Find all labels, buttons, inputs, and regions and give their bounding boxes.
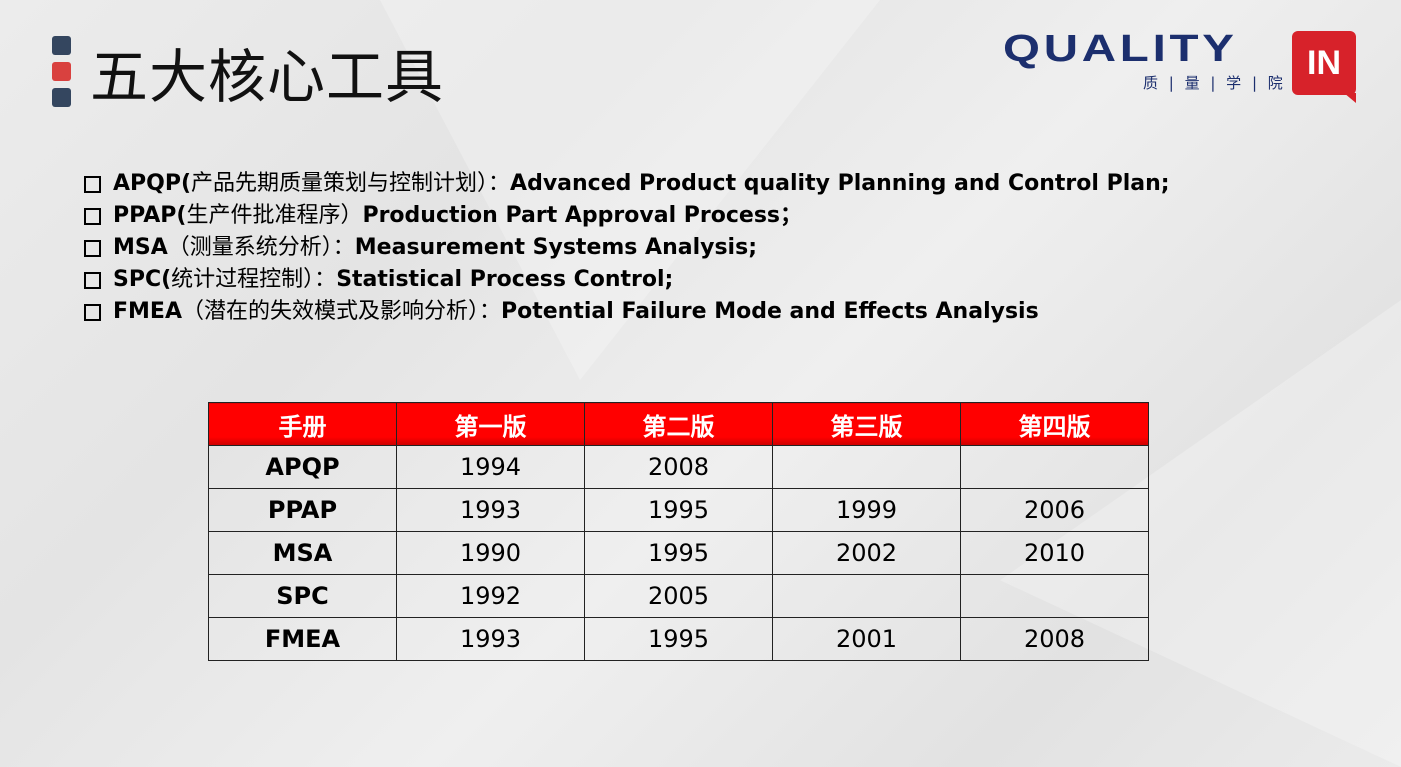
tool-list: APQP(产品先期质量策划与控制计划）： Advanced Product qua… — [84, 168, 1170, 328]
item-english: Advanced Product quality Planning and Co… — [510, 171, 1170, 196]
logo-badge: IN — [1292, 31, 1356, 103]
item-chinese: 生产件批准程序） — [186, 203, 363, 228]
column-header: 手册 — [208, 402, 397, 446]
checkbox-square-icon — [84, 175, 101, 193]
logo-subtitle: 质 | 量 | 学 | 院 — [1143, 74, 1286, 92]
item-chinese: 统计过程控制）： — [171, 267, 337, 292]
item-english: Potential Failure Mode and Effects Analy… — [501, 299, 1039, 324]
table-row: MSA 1990 1995 2002 2010 — [208, 531, 1149, 575]
logo-wordmark: QUALITY — [1003, 28, 1238, 70]
column-header: 第四版 — [960, 402, 1149, 446]
edition-year-cell: 1995 — [584, 617, 773, 661]
list-item: FMEA （潜在的失效模式及影响分析）： Potential Failure Mod… — [84, 296, 1170, 328]
list-item: MSA （测量系统分析）： Measurement Systems Analysis… — [84, 232, 1170, 264]
item-chinese: 产品先期质量策划与控制计划）： — [191, 171, 511, 196]
checkbox-square-icon — [84, 271, 101, 289]
item-code: SPC( — [113, 267, 172, 292]
edition-year-cell: 2010 — [960, 531, 1149, 575]
list-item: SPC(统计过程控制）： Statistical Process Control; — [84, 264, 1170, 296]
item-english: Production Part Approval Process； — [362, 203, 803, 228]
item-code: PPAP( — [113, 203, 187, 228]
manual-name-cell: MSA — [208, 531, 397, 575]
checkbox-square-icon — [84, 207, 101, 225]
quality-in-logo: QUALITY 质 | 量 | 学 | 院 IN — [1003, 28, 1356, 103]
table-header-row: 手册 第一版 第二版 第三版 第四版 — [208, 402, 1149, 446]
item-code: MSA — [113, 235, 168, 260]
edition-table: 手册 第一版 第二版 第三版 第四版 APQP 1994 2008 PPAP 1993 1995 1… — [208, 402, 1149, 661]
edition-year-cell: 1993 — [396, 488, 585, 532]
table-row: APQP 1994 2008 — [208, 445, 1149, 489]
manual-name-cell: SPC — [208, 574, 397, 618]
edition-year-cell: 2005 — [584, 574, 773, 618]
edition-year-cell: 1999 — [772, 488, 961, 532]
edition-year-cell — [772, 574, 961, 618]
edition-year-cell — [960, 445, 1149, 489]
item-chinese: （测量系统分析）： — [167, 235, 355, 260]
column-header: 第一版 — [396, 402, 585, 446]
edition-year-cell: 1995 — [584, 531, 773, 575]
item-english: Measurement Systems Analysis; — [354, 235, 757, 260]
table-row: PPAP 1993 1995 1999 2006 — [208, 488, 1149, 532]
page-title: 五大核心工具 — [90, 43, 445, 111]
edition-year-cell — [772, 445, 961, 489]
table-row: FMEA 1993 1995 2001 2008 — [208, 617, 1149, 661]
list-item: PPAP(生产件批准程序） Production Part Approval Pr… — [84, 200, 1170, 232]
edition-year-cell: 1990 — [396, 531, 585, 575]
checkbox-square-icon — [84, 239, 101, 257]
checkbox-square-icon — [84, 303, 101, 321]
edition-year-cell: 1995 — [584, 488, 773, 532]
column-header: 第二版 — [584, 402, 773, 446]
edition-year-cell: 2006 — [960, 488, 1149, 532]
item-code: FMEA — [113, 299, 182, 324]
manual-name-cell: APQP — [208, 445, 397, 489]
edition-year-cell: 2002 — [772, 531, 961, 575]
list-item: APQP(产品先期质量策划与控制计划）： Advanced Product qua… — [84, 168, 1170, 200]
manual-name-cell: FMEA — [208, 617, 397, 661]
column-header: 第三版 — [772, 402, 961, 446]
edition-year-cell — [960, 574, 1149, 618]
item-chinese: （潜在的失效模式及影响分析）： — [181, 299, 501, 324]
title-accent-bars — [52, 36, 71, 114]
edition-year-cell: 2001 — [772, 617, 961, 661]
edition-year-cell: 2008 — [584, 445, 773, 489]
edition-year-cell: 2008 — [960, 617, 1149, 661]
item-code: APQP( — [113, 171, 192, 196]
item-english: Statistical Process Control; — [336, 267, 674, 292]
edition-year-cell: 1992 — [396, 574, 585, 618]
table-row: SPC 1992 2005 — [208, 574, 1149, 618]
edition-year-cell: 1994 — [396, 445, 585, 489]
manual-name-cell: PPAP — [208, 488, 397, 532]
edition-year-cell: 1993 — [396, 617, 585, 661]
